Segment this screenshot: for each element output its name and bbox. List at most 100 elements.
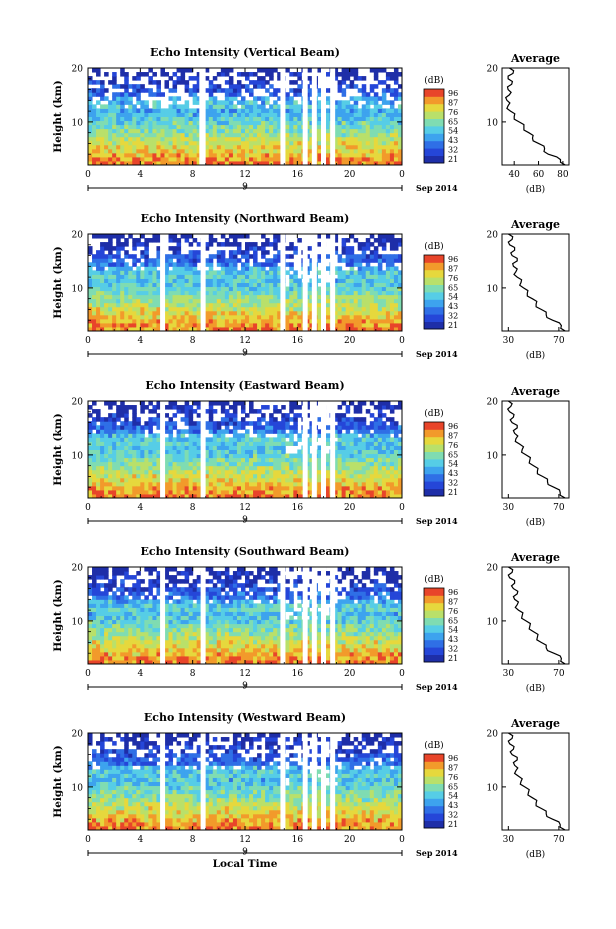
heatmap-cell [236,234,242,239]
heatmap-cell [261,112,266,117]
heatmap-cell [224,132,230,138]
heatmap-cell [140,290,145,296]
heatmap-cell [228,294,234,300]
heatmap-cell [176,294,182,300]
heatmap-cell [365,441,371,446]
heatmap-cell [196,401,202,406]
heatmap-cell [184,144,190,150]
heatmap-cell [261,278,266,283]
heatmap-cell [397,278,403,283]
heatmap-cell [277,270,282,275]
heatmap-cell [357,477,363,483]
date-tick-label: 9 [242,516,248,526]
heatmap-cell [96,148,101,154]
heatmap-cell [100,136,105,142]
heatmap-cell [337,258,343,263]
colorbar-swatch [424,466,444,475]
y-tick-label: 10 [72,118,84,128]
heatmap-cell [180,306,186,312]
heatmap-cell [257,437,262,442]
heatmap-cell [140,473,145,479]
heatmap-cell [228,437,234,442]
heatmap-cell [96,489,101,495]
colorbar-swatch [424,292,444,300]
heatmap-cell [232,116,238,122]
heatmap-cell [273,429,278,434]
heatmap-cell [148,92,153,97]
heatmap-cell [104,489,109,495]
heatmap-cell [397,242,403,247]
heatmap-cell [261,246,266,251]
heatmap-cell [160,140,165,146]
heatmap-cell [293,290,298,296]
heatmap-cell [156,310,161,316]
heatmap-cell [345,140,351,146]
heatmap-cell [220,417,226,422]
heatmap-cell [192,485,198,491]
heatmap-cell [357,152,363,158]
heatmap-cell [393,477,399,483]
heatmap-cell [317,156,322,162]
heatmap-cell [309,461,314,467]
heatmap-cell [369,294,375,300]
heatmap-cell [148,457,153,463]
heatmap-cell [224,441,230,446]
heatmap-cell [273,266,278,271]
heatmap-cell [245,286,250,292]
heatmap-cell [124,322,129,328]
heatmap-cell [132,120,137,126]
heatmap-cell [176,136,182,142]
heatmap-cell [261,68,266,73]
heatmap-cell [285,254,290,259]
heatmap-cell [116,441,121,446]
heatmap-cell [365,160,371,166]
heatmap-cell [273,92,278,97]
heatmap-cell [236,322,242,328]
heatmap-cell [100,104,105,109]
heatmap-cell [176,156,182,162]
heatmap-cell [369,485,375,491]
heatmap-cell [208,473,214,479]
heatmap-cell [293,481,298,487]
heatmap-cell [325,132,331,138]
heatmap-cell [168,421,174,426]
heatmap-cell [168,104,174,109]
heatmap-cell [104,310,109,316]
heatmap-cell [341,286,347,292]
heatmap-cell [285,441,290,446]
heatmap-cell [317,136,322,142]
heatmap-cell [96,124,101,130]
heatmap-cell [192,278,198,283]
heatmap-cell [265,461,270,467]
heatmap-cell [333,104,339,109]
heatmap-cell [353,290,359,296]
heatmap-cell [385,298,391,304]
heatmap-cell [224,294,230,300]
heatmap-cell [136,238,141,243]
heatmap-cell [381,124,387,130]
heatmap-cell [385,314,391,320]
heatmap-cell [265,238,270,243]
heatmap-cell [285,92,290,97]
heatmap-cell [325,326,331,332]
heatmap-cell [104,306,109,312]
heatmap-cell [104,493,109,499]
heatmap-cell [92,128,97,134]
heatmap-cell [132,425,137,430]
heatmap-cell [188,144,194,150]
heatmap-cell [148,76,153,81]
heatmap-cell [333,156,339,162]
heatmap [88,234,403,332]
heatmap-cell [261,326,266,332]
heatmap-cell [349,108,355,113]
heatmap-cell [325,282,331,288]
heatmap-cell [132,326,137,332]
heatmap-cell [265,136,270,142]
heatmap-cell [108,441,113,446]
heatmap-cell [289,302,294,308]
heatmap-cell [100,96,105,101]
heatmap-cell [265,88,270,93]
heatmap-cell [337,278,343,283]
heatmap-cell [132,286,137,292]
heatmap-cell [249,148,254,154]
